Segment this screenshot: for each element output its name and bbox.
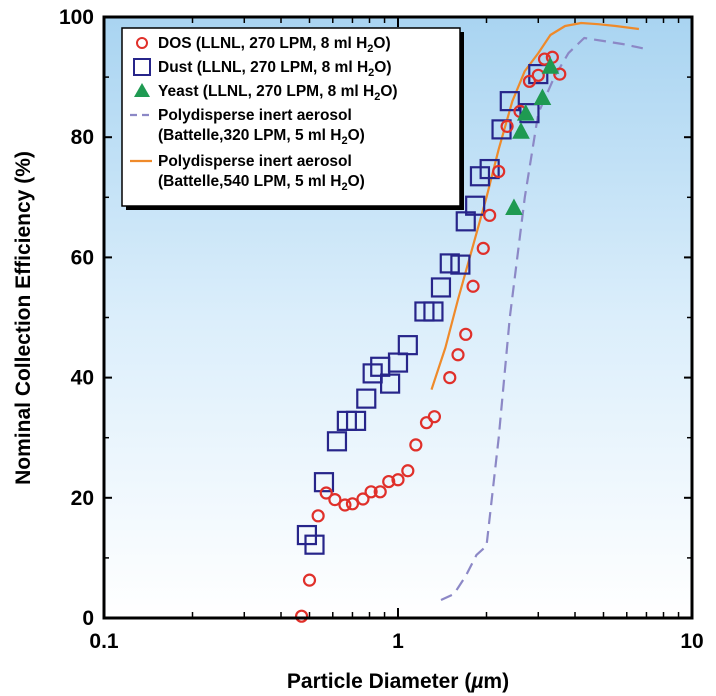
x-tick-label: 10 — [680, 630, 703, 653]
y-tick-label: 40 — [71, 367, 94, 390]
data-point-square — [465, 195, 486, 216]
data-point-triangle — [512, 122, 530, 139]
data-point-square — [423, 301, 444, 322]
y-tick-label: 100 — [59, 6, 94, 29]
data-point-square — [356, 388, 377, 409]
data-point-square — [450, 254, 471, 275]
data-point-circle — [553, 67, 567, 81]
legend-label: DOS (LLNL, 270 LPM, 8 ml H2O) — [158, 35, 391, 55]
data-point-circle — [373, 485, 387, 499]
series-line-battelle-320 — [440, 36, 644, 601]
data-point-circle — [302, 573, 317, 587]
y-tick-label: 20 — [71, 487, 94, 510]
data-point-square — [519, 103, 540, 124]
data-point-circle — [443, 371, 457, 385]
tick-labels: 0 20 40 60 80 100 0.1 1 10 — [59, 6, 704, 653]
data-point-triangle — [505, 198, 523, 216]
data-point-circle — [476, 241, 490, 255]
data-point-circle — [356, 492, 370, 506]
data-point-circle — [364, 485, 378, 499]
x-tick-label: 0.1 — [89, 630, 119, 653]
data-point-square — [345, 410, 367, 431]
series-layer — [294, 21, 644, 623]
data-point-circle — [466, 279, 480, 293]
data-point-square — [499, 91, 520, 112]
data-point-square — [313, 472, 335, 493]
data-point-circle — [492, 164, 506, 179]
data-point-circle — [311, 509, 325, 523]
legend-label: (Battelle,540 LPM, 5 ml H2O) — [158, 173, 365, 193]
data-point-square — [326, 431, 348, 452]
x-axis-title: Particle Diameter (µm) — [287, 670, 509, 693]
data-point-square — [304, 534, 325, 555]
data-point-circle — [328, 493, 342, 507]
legend-square-symbol — [133, 58, 151, 76]
data-point-triangle — [541, 57, 560, 74]
data-point-circle — [391, 473, 405, 487]
data-point-triangle — [533, 88, 552, 106]
data-point-square — [528, 63, 549, 85]
legend-label: Dust (LLNL, 270 LPM, 8 ml H2O) — [158, 59, 391, 79]
data-point-square — [430, 277, 452, 298]
y-tick-label: 0 — [82, 607, 94, 630]
legend-label: Yeast (LLNL, 270 LPM, 8 ml H2O) — [158, 83, 398, 103]
legend-box — [121, 27, 461, 207]
legend-label: Polydisperse inert aerosol — [158, 107, 352, 124]
data-point-square — [479, 158, 500, 180]
data-point-circle — [382, 474, 396, 489]
data-point-square — [397, 335, 418, 356]
data-point-circle — [319, 486, 333, 500]
data-point-circle — [294, 609, 309, 623]
legend-label: (Battelle,320 LPM, 5 ml H2O) — [158, 127, 365, 147]
legend-circle-symbol — [136, 37, 148, 49]
x-tick-label: 1 — [392, 630, 404, 653]
y-axis-title: Nominal Collection Efficiency (%) — [12, 151, 35, 485]
data-point-circle — [401, 464, 415, 478]
data-point-circle — [483, 208, 497, 222]
plot-frame — [102, 15, 694, 620]
data-point-circle — [500, 119, 514, 133]
y-tick-label: 60 — [71, 246, 94, 269]
data-point-circle — [451, 348, 465, 362]
legend: DOS (LLNL, 270 LPM, 8 ml H2O) Dust (LLNL,… — [121, 27, 464, 210]
data-point-triangle — [516, 104, 535, 121]
data-point-square — [439, 253, 460, 274]
data-point-circle — [345, 497, 360, 511]
data-point-circle — [409, 438, 423, 452]
data-point-circle — [427, 410, 442, 424]
data-point-square — [362, 363, 383, 384]
data-point-circle — [338, 498, 352, 512]
data-point-circle — [522, 74, 537, 88]
series-line-battelle-540 — [430, 21, 640, 390]
data-point-circle — [459, 327, 473, 341]
legend-triangle-symbol — [134, 83, 150, 97]
legend-label: Polydisperse inert aerosol — [158, 153, 352, 170]
data-point-circle — [531, 68, 545, 82]
y-tick-label: 80 — [71, 126, 94, 149]
data-point-square — [379, 373, 401, 394]
